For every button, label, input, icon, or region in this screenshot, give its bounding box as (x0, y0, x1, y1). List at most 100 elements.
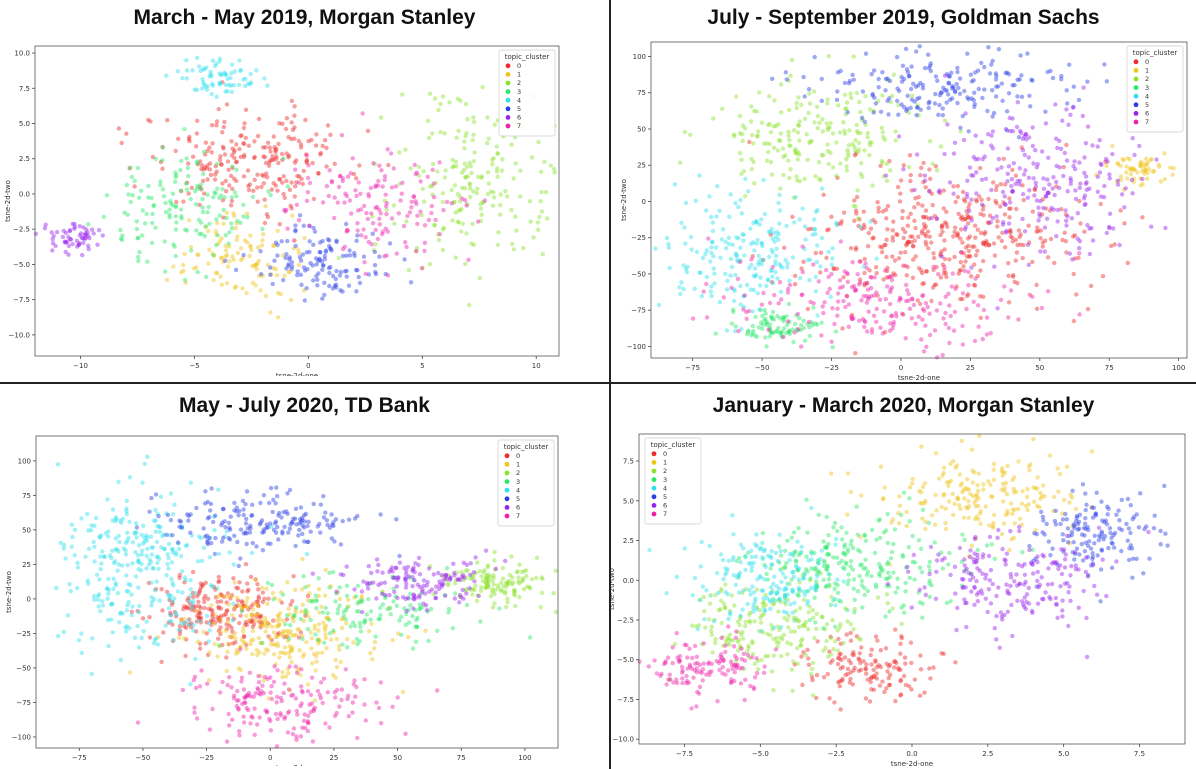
data-point (406, 574, 411, 579)
data-point (150, 220, 155, 226)
legend-marker (505, 89, 511, 94)
data-point (282, 207, 287, 213)
data-point (299, 609, 304, 614)
data-point (966, 554, 972, 559)
data-point (937, 102, 942, 108)
data-point (164, 277, 170, 283)
data-point (1097, 138, 1102, 143)
data-point (327, 238, 332, 243)
data-point (890, 517, 896, 522)
data-point (372, 639, 378, 645)
data-point (297, 174, 302, 179)
data-point (1145, 162, 1150, 168)
data-point (207, 650, 212, 655)
data-point (250, 502, 255, 507)
data-point (912, 187, 917, 193)
data-point (258, 520, 263, 525)
data-point (263, 629, 268, 634)
data-point (259, 585, 265, 590)
data-point (97, 577, 102, 582)
data-point (234, 648, 240, 653)
data-point (898, 677, 904, 683)
data-point (204, 620, 209, 625)
data-point (404, 219, 409, 224)
data-point (458, 577, 463, 583)
data-point (1081, 196, 1087, 201)
data-point (240, 629, 246, 634)
data-point (470, 576, 475, 581)
data-point (511, 591, 517, 597)
data-point (813, 250, 818, 256)
data-point (219, 236, 224, 241)
data-point (244, 622, 249, 628)
data-point (187, 617, 192, 622)
data-point (1107, 211, 1113, 216)
data-point (205, 540, 210, 545)
data-point (1008, 501, 1014, 506)
data-point (114, 516, 119, 522)
data-point (928, 176, 933, 181)
data-point (1013, 173, 1019, 178)
data-point (218, 631, 223, 637)
data-point (255, 612, 261, 617)
data-point (860, 316, 866, 322)
data-point (149, 240, 155, 246)
y-tick-label: 0.0 (19, 190, 30, 198)
data-point (205, 516, 210, 521)
data-point (877, 683, 883, 688)
data-point (770, 76, 775, 81)
data-point (417, 572, 423, 577)
data-point (197, 64, 202, 69)
data-point (233, 267, 239, 273)
data-point (306, 614, 311, 620)
legend-box (498, 49, 556, 137)
data-point (995, 306, 1000, 311)
data-point (69, 544, 74, 549)
data-point (376, 178, 381, 184)
data-point (225, 264, 231, 269)
data-point (261, 173, 266, 179)
data-point (825, 671, 830, 677)
data-point (220, 198, 226, 203)
data-point (781, 316, 786, 322)
data-point (259, 618, 264, 623)
data-point (845, 279, 850, 284)
data-point (896, 665, 901, 671)
data-point (889, 520, 894, 525)
data-point (403, 622, 408, 627)
data-point (264, 586, 269, 591)
data-point (262, 220, 268, 226)
data-point (83, 231, 88, 236)
data-point (520, 576, 526, 581)
data-point (395, 575, 400, 580)
data-point (840, 284, 845, 289)
data-point (1003, 126, 1009, 132)
data-point (965, 51, 970, 56)
data-point (813, 231, 818, 237)
data-point (1012, 521, 1017, 526)
data-point (846, 153, 851, 159)
data-point (324, 164, 329, 169)
data-point (132, 531, 137, 536)
data-point (270, 154, 275, 159)
data-point (891, 271, 896, 276)
data-point (156, 514, 161, 519)
data-point (797, 580, 802, 585)
data-point (758, 307, 763, 313)
data-point (475, 219, 481, 224)
data-point (766, 122, 771, 128)
data-point (1027, 292, 1032, 297)
data-point (163, 210, 169, 215)
data-point (255, 185, 260, 190)
data-point (314, 262, 319, 267)
data-point (752, 248, 757, 253)
data-point (111, 560, 117, 566)
legend-label: 6 (1145, 110, 1149, 118)
data-point (328, 246, 333, 251)
data-point (1101, 195, 1107, 200)
data-point (282, 629, 288, 634)
data-point (495, 151, 500, 156)
data-point (100, 549, 105, 554)
data-point (958, 236, 963, 241)
data-point (303, 613, 308, 618)
